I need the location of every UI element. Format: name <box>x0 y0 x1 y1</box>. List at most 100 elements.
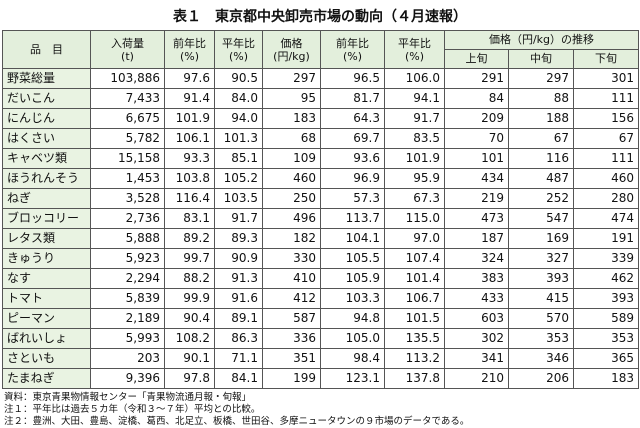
cell: 302 <box>444 328 509 349</box>
cell: 280 <box>572 188 640 209</box>
cell: 365 <box>572 348 640 369</box>
cell: 105.5 <box>320 248 385 269</box>
cell: 88 <box>508 88 574 109</box>
cell: 353 <box>572 328 640 349</box>
cell: 3,528 <box>90 188 165 209</box>
notes: 資料：東京青果物情報センター「青果物流通月報・旬報」 注１：平年比は過去５カ年（令… <box>4 392 469 428</box>
data-row: なす 2,294 88.2 91.3 410 105.9 101.4 383 393 462 <box>2 268 640 289</box>
cell: 182 <box>262 228 321 249</box>
cell: 89.3 <box>214 228 263 249</box>
cell: 84.1 <box>214 368 263 389</box>
cell: 587 <box>262 308 321 329</box>
cell: 106.0 <box>384 68 445 89</box>
cell: 188 <box>508 108 574 129</box>
cell: 433 <box>444 288 509 309</box>
period-header: 上旬 <box>444 49 509 69</box>
cell: 91.7 <box>214 208 263 229</box>
item-name: きゅうり <box>2 248 91 269</box>
data-row: ねぎ 3,528 116.4 103.5 250 57.3 67.3 219 252 280 <box>2 188 640 209</box>
cell: 383 <box>444 268 509 289</box>
cell: 57.3 <box>320 188 385 209</box>
item-name: 野菜総量 <box>2 68 91 89</box>
cell: 67 <box>508 128 574 149</box>
period-header: 中旬 <box>508 49 574 69</box>
cell: 84 <box>444 88 509 109</box>
cell: 297 <box>508 68 574 89</box>
cell: 473 <box>444 208 509 229</box>
cell: 91.7 <box>384 108 445 129</box>
data-row: はくさい 5,782 106.1 101.3 68 69.7 83.5 70 67 67 <box>2 128 640 149</box>
cell: 460 <box>572 168 640 189</box>
cell: 99.7 <box>164 248 215 269</box>
cell: 103,886 <box>90 68 165 89</box>
cell: 97.0 <box>384 228 445 249</box>
item-name: トマト <box>2 288 91 309</box>
cell: 327 <box>508 248 574 269</box>
cell: 15,158 <box>90 148 165 169</box>
cell: 291 <box>444 68 509 89</box>
cell: 67.3 <box>384 188 445 209</box>
column-header: 前年比 (%) <box>164 30 215 69</box>
cell: 98.4 <box>320 348 385 369</box>
cell: 101.4 <box>384 268 445 289</box>
cell: 101.3 <box>214 128 263 149</box>
cell: 81.7 <box>320 88 385 109</box>
cell: 90.9 <box>214 248 263 269</box>
cell: 7,433 <box>90 88 165 109</box>
cell: 67 <box>572 128 640 149</box>
data-row: だいこん 7,433 91.4 84.0 95 81.7 94.1 84 88 111 <box>2 88 640 109</box>
cell: 410 <box>262 268 321 289</box>
data-row: トマト 5,839 99.9 91.6 412 103.3 106.7 433 415 393 <box>2 288 640 309</box>
data-row: にんじん 6,675 101.9 94.0 183 64.3 91.7 209 188 156 <box>2 108 640 129</box>
cell: 108.2 <box>164 328 215 349</box>
cell: 462 <box>572 268 640 289</box>
cell: 474 <box>572 208 640 229</box>
item-name: なす <box>2 268 91 289</box>
cell: 105.2 <box>214 168 263 189</box>
cell: 336 <box>262 328 321 349</box>
column-header: 平年比 (%) <box>214 30 263 69</box>
cell: 94.0 <box>214 108 263 129</box>
data-row: きゅうり 5,923 99.7 90.9 330 105.5 107.4 324 327 339 <box>2 248 640 269</box>
data-row: ブロッコリー 2,736 83.1 91.7 496 113.7 115.0 473 547 47… <box>2 208 640 229</box>
cell: 95.9 <box>384 168 445 189</box>
cell: 69.7 <box>320 128 385 149</box>
cell: 393 <box>508 268 574 289</box>
cell: 2,189 <box>90 308 165 329</box>
item-name: だいこん <box>2 88 91 109</box>
header-row: 品 目入荷量 (t) 前年比 (%) 平年比 (%) 価格 (円/kg) 前年比 (%)… <box>2 30 640 69</box>
cell: 5,888 <box>90 228 165 249</box>
cell: 103.8 <box>164 168 215 189</box>
item-name: ねぎ <box>2 188 91 209</box>
cell: 206 <box>508 368 574 389</box>
cell: 99.9 <box>164 288 215 309</box>
item-name: ピーマン <box>2 308 91 329</box>
cell: 106.7 <box>384 288 445 309</box>
cell: 297 <box>262 68 321 89</box>
cell: 393 <box>572 288 640 309</box>
cell: 68 <box>262 128 321 149</box>
cell: 9,396 <box>90 368 165 389</box>
cell: 104.1 <box>320 228 385 249</box>
data-row: さといも 203 90.1 71.1 351 98.4 113.2 341 346 365 <box>2 348 640 369</box>
cell: 191 <box>572 228 640 249</box>
title: 表１ 東京都中央卸売市場の動向（４月速報） <box>173 9 467 25</box>
cell: 301 <box>572 68 640 89</box>
cell: 91.6 <box>214 288 263 309</box>
cell: 330 <box>262 248 321 269</box>
cell: 137.8 <box>384 368 445 389</box>
item-name: はくさい <box>2 128 91 149</box>
cell: 71.1 <box>214 348 263 369</box>
cell: 93.3 <box>164 148 215 169</box>
cell: 90.4 <box>164 308 215 329</box>
cell: 83.1 <box>164 208 215 229</box>
item-name: ほうれんそう <box>2 168 91 189</box>
cell: 96.5 <box>320 68 385 89</box>
item-name: たまねぎ <box>2 368 91 389</box>
cell: 250 <box>262 188 321 209</box>
period-header: 下旬 <box>572 49 640 69</box>
cell: 89.2 <box>164 228 215 249</box>
cell: 547 <box>508 208 574 229</box>
market-table: 品 目入荷量 (t) 前年比 (%) 平年比 (%) 価格 (円/kg) 前年比 (%)… <box>2 30 640 389</box>
item-name: キャベツ類 <box>2 148 91 169</box>
